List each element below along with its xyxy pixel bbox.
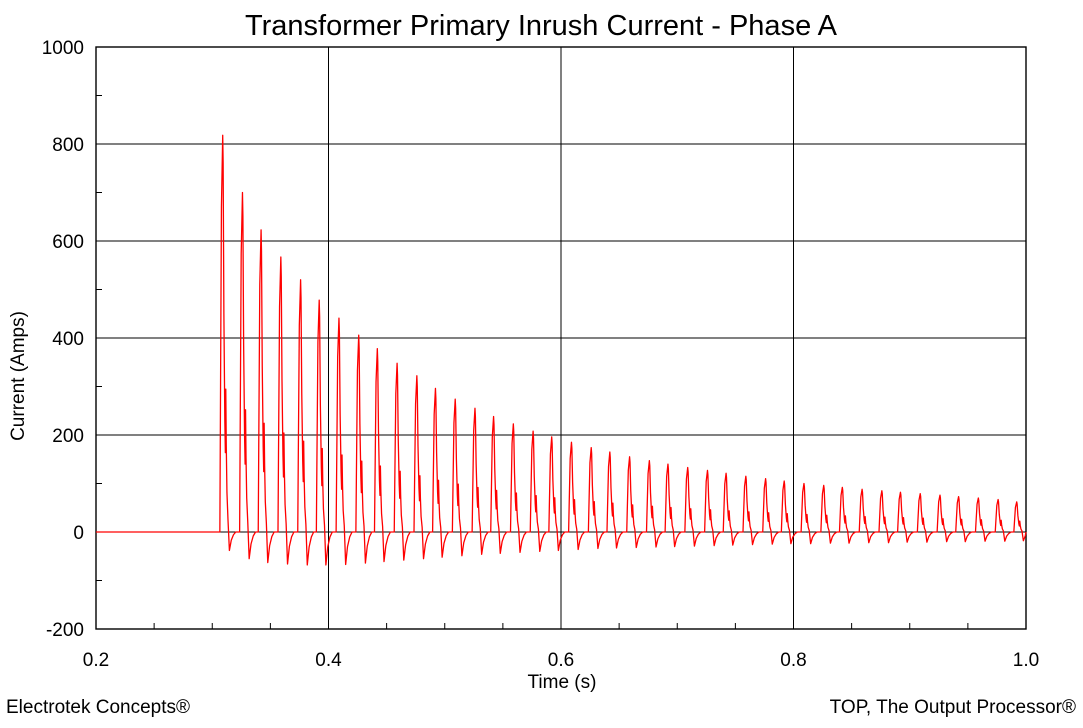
cycle-peak-point <box>783 480 785 482</box>
inrush-current-series-line <box>96 134 1027 566</box>
cycle-peak-point <box>358 334 360 336</box>
x-tick-label: 0.8 <box>780 650 806 671</box>
cycle-peak-point <box>416 375 418 377</box>
y-axis-tick-labels: -200 0 200 400 600 800 1000 <box>42 38 84 641</box>
x-tick-label: 0.4 <box>315 650 342 671</box>
cycle-peak-point <box>532 430 534 432</box>
cycle-peak-point <box>571 441 573 443</box>
cycle-peak-point <box>958 496 960 498</box>
cycle-peak-point <box>765 478 767 480</box>
y-tick-label: 0 <box>73 523 84 544</box>
cycle-peak-point <box>377 348 379 350</box>
cycle-peak-point <box>725 473 727 475</box>
cycle-peak-point <box>435 388 437 390</box>
cycle-peak-point <box>396 362 398 364</box>
cycle-peak-point <box>978 497 980 499</box>
cycle-peak-point <box>222 134 224 136</box>
cycle-peak-point <box>881 490 883 492</box>
cycle-peak-point <box>590 447 592 449</box>
cycle-peak-point <box>707 470 709 472</box>
y-tick-label: 800 <box>52 135 84 156</box>
y-tick-label: 600 <box>52 232 84 253</box>
chart-title: Transformer Primary Inrush Current - Pha… <box>245 10 838 42</box>
x-tick-label: 0.2 <box>83 650 109 671</box>
cycle-peak-point <box>609 451 611 453</box>
y-axis-label: Current (Amps) <box>8 311 29 441</box>
minor-tick-marks <box>96 95 969 629</box>
y-tick-label: 200 <box>52 426 84 447</box>
x-tick-label: 0.6 <box>548 650 574 671</box>
cycle-peak-point <box>474 408 476 410</box>
cycle-peak-point <box>997 499 999 501</box>
cycle-peak-point <box>900 491 902 493</box>
cycle-peak-point <box>629 456 631 458</box>
cycle-peak-point <box>939 494 941 496</box>
cycle-peak-point <box>300 279 302 281</box>
cycle-peak-point <box>649 460 651 462</box>
x-tick-label: 1.0 <box>1013 650 1039 671</box>
cycle-peak-point <box>803 483 805 485</box>
cycle-peak-point <box>338 317 340 319</box>
grid-lines <box>96 47 1026 629</box>
x-axis-tick-labels: 0.2 0.4 0.6 0.8 1.0 <box>83 650 1039 671</box>
cycle-peak-point <box>745 475 747 477</box>
cycle-peak-point <box>318 299 320 301</box>
y-tick-label: -200 <box>46 620 84 641</box>
cycle-peak-point <box>823 485 825 487</box>
cycle-peak-point <box>687 467 689 469</box>
cycle-peak-point <box>861 489 863 491</box>
cycle-peak-point <box>842 487 844 489</box>
cycle-peak-point <box>493 416 495 418</box>
cycle-peak-point <box>513 423 515 425</box>
cycle-peak-point <box>260 229 262 231</box>
cycle-peak-point <box>667 463 669 465</box>
cycle-peak-point <box>242 192 244 194</box>
x-axis-label: Time (s) <box>528 672 597 693</box>
footer-left-credit: Electrotek Concepts® <box>6 697 190 718</box>
cycle-peak-point <box>454 398 456 400</box>
cycle-peak-point <box>280 256 282 258</box>
cycle-peak-point <box>551 436 553 438</box>
y-tick-label: 1000 <box>42 38 84 59</box>
cycle-peak-point <box>1016 501 1018 503</box>
series-group <box>96 134 1027 566</box>
y-tick-label: 400 <box>52 329 84 350</box>
footer-right-credit: TOP, The Output Processor® <box>830 697 1076 718</box>
cycle-peak-point <box>919 493 921 495</box>
